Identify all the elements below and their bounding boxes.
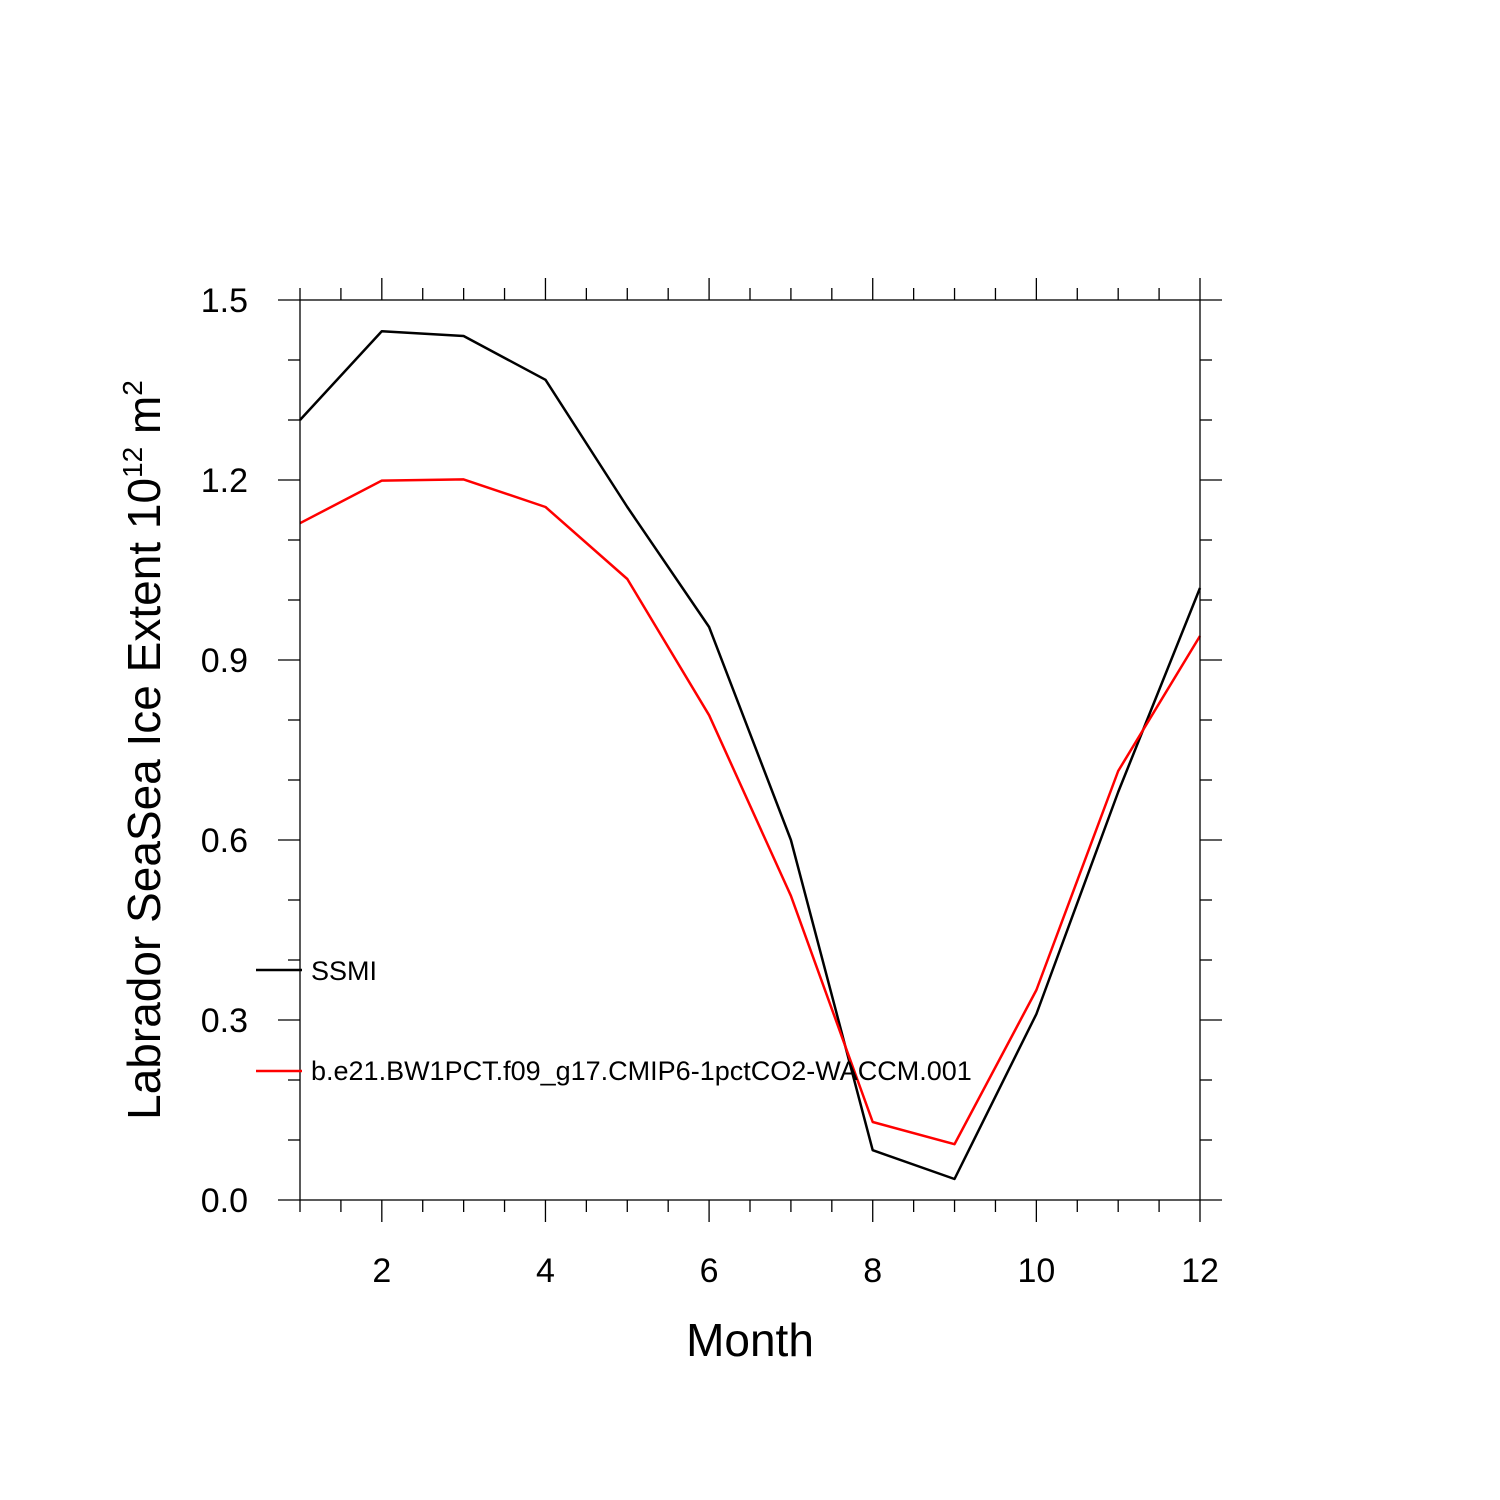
minor-ticks bbox=[288, 288, 1212, 1212]
x-tick-label: 6 bbox=[700, 1252, 719, 1290]
plot-frame bbox=[299, 299, 1201, 1201]
y-tick-label: 0.9 bbox=[201, 642, 248, 680]
legend-label-ssmi: SSMI bbox=[311, 956, 377, 986]
tick-labels: 2 4 6 8 10 12 0.0 0.3 0.6 0.9 1.2 1.5 bbox=[201, 282, 1219, 1290]
y-tick-label: 0.3 bbox=[201, 1002, 248, 1040]
y-axis-title-unit: m bbox=[118, 396, 170, 447]
y-axis-title-unit-exponent: 2 bbox=[117, 380, 148, 396]
x-tick-label: 10 bbox=[1017, 1252, 1055, 1290]
y-tick-label: 0.6 bbox=[201, 822, 248, 860]
x-axis-title: Month bbox=[686, 1314, 814, 1366]
series-line-ssmi bbox=[299, 329, 1202, 1181]
series-lines bbox=[299, 329, 1202, 1181]
legend-label-waccm: b.e21.BW1PCT.f09_g17.CMIP6-1pctCO2-WACCM… bbox=[311, 1056, 972, 1086]
y-tick-label: 1.2 bbox=[201, 462, 248, 500]
y-axis-title-text: Labrador SeaSea Ice Extent 10 bbox=[118, 478, 170, 1120]
x-tick-label: 4 bbox=[536, 1252, 555, 1290]
x-tick-label: 12 bbox=[1181, 1252, 1219, 1290]
y-tick-label: 1.5 bbox=[201, 282, 248, 320]
major-ticks bbox=[278, 278, 1222, 1222]
y-tick-label: 0.0 bbox=[201, 1182, 248, 1220]
legend: SSMI b.e21.BW1PCT.f09_g17.CMIP6-1pctCO2-… bbox=[256, 956, 972, 1086]
series-line-waccm bbox=[299, 478, 1202, 1146]
x-tick-label: 2 bbox=[372, 1252, 391, 1290]
y-axis-title: Labrador SeaSea Ice Extent 1012 m2 bbox=[117, 380, 170, 1120]
x-tick-label: 8 bbox=[863, 1252, 882, 1290]
y-axis-title-exponent: 12 bbox=[117, 447, 148, 478]
